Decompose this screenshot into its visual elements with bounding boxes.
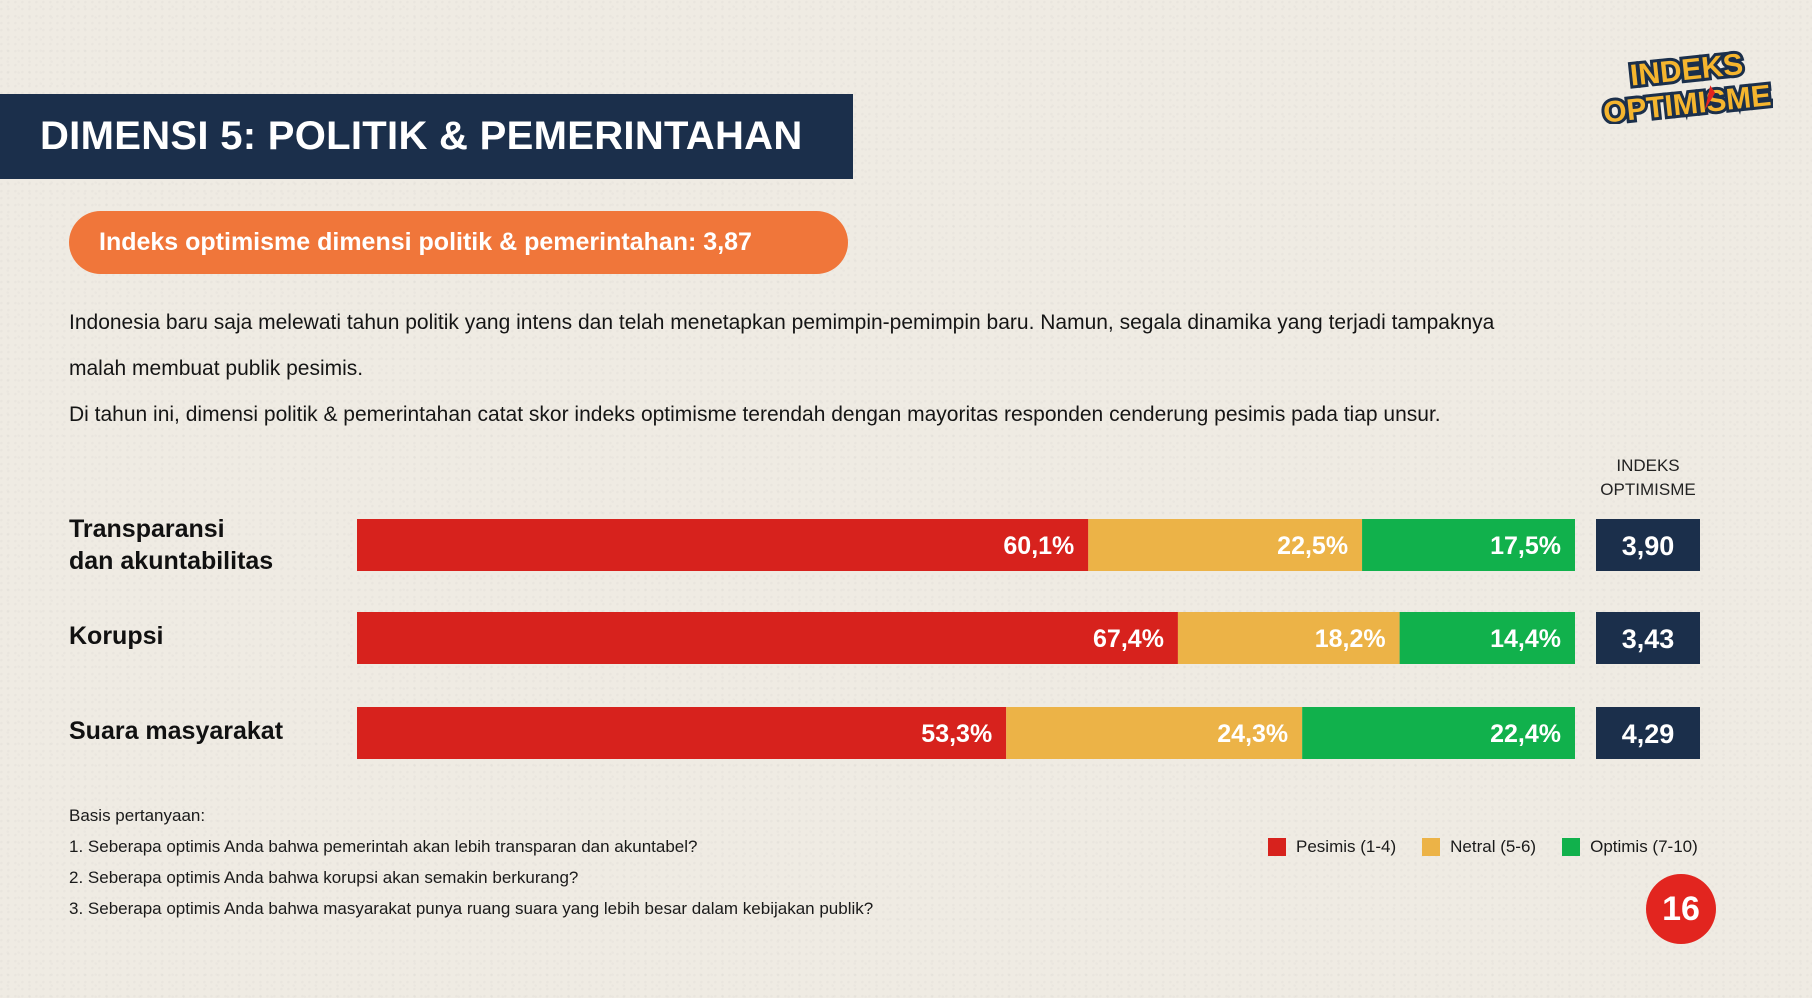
category-label-1: Transparansi dan akuntabilitas	[69, 513, 349, 577]
logo-flame-accent	[1704, 85, 1716, 111]
legend-label-netral: Netral (5-6)	[1450, 837, 1537, 856]
basis-item-3: 3. Seberapa optimis Anda bahwa masyaraka…	[69, 899, 874, 918]
category-label-2: Korupsi	[69, 620, 349, 652]
legend-swatch-netral	[1422, 838, 1441, 856]
bar-optimis-1	[1362, 519, 1575, 571]
basis-item-1: 1. Seberapa optimis Anda bahwa pemerinta…	[69, 837, 698, 856]
page-number-badge: 16	[1646, 874, 1716, 944]
bar-label-pesimis-3: 53,3%	[921, 720, 992, 748]
legend-item-optimis: Optimis (7-10)	[1562, 837, 1698, 857]
category-label-1-line-2: dan akuntabilitas	[69, 547, 274, 575]
category-label-3-line-1: Suara masyarakat	[69, 717, 284, 745]
legend-label-pesimis: Pesimis (1-4)	[1296, 837, 1397, 856]
page-title: DIMENSI 5: POLITIK & PEMERINTAHAN	[40, 114, 803, 158]
question-basis: Basis pertanyaan: 1. Seberapa optimis An…	[69, 800, 873, 924]
indeks-optimisme-logo: INDEKS OPTIMISME	[1599, 45, 1773, 124]
index-value-2: 3,43	[1622, 624, 1675, 654]
legend-swatch-pesimis	[1268, 838, 1286, 856]
index-box-3	[1596, 707, 1700, 759]
basis-item-2: 2. Seberapa optimis Anda bahwa korupsi a…	[69, 868, 579, 887]
bar-pesimis-3	[357, 707, 1007, 759]
chart-legend: Pesimis (1-4) Netral (5-6) Optimis (7-10…	[1268, 837, 1698, 857]
index-box-2	[1596, 612, 1700, 664]
legend-item-netral: Netral (5-6)	[1422, 837, 1536, 857]
bar-label-netral-1: 22,5%	[1277, 532, 1348, 560]
basis-title: Basis pertanyaan:	[69, 806, 206, 825]
index-value-3: 4,29	[1622, 719, 1675, 749]
bar-label-netral-2: 18,2%	[1315, 625, 1386, 653]
bar-label-optimis-1: 17,5%	[1490, 532, 1561, 560]
bar-optimis-2	[1399, 612, 1575, 664]
bar-netral-3	[1006, 707, 1303, 759]
category-label-3: Suara masyarakat	[69, 715, 349, 747]
legend-item-pesimis: Pesimis (1-4)	[1268, 837, 1396, 857]
index-box-1	[1596, 519, 1700, 571]
bar-pesimis-2	[357, 612, 1178, 664]
dimension-index-pill: Indeks optimisme dimensi politik & pemer…	[69, 211, 848, 274]
index-column-header: INDEKS OPTIMISME	[1580, 454, 1716, 502]
bar-label-netral-3: 24,3%	[1217, 720, 1288, 748]
bar-netral-1	[1088, 519, 1363, 571]
bar-optimis-3	[1302, 707, 1575, 759]
bar-label-optimis-3: 22,4%	[1490, 720, 1561, 748]
index-value-1: 3,90	[1622, 531, 1675, 561]
page-number: 16	[1662, 889, 1700, 928]
dimension-index-text: Indeks optimisme dimensi politik & pemer…	[99, 228, 752, 256]
intro-p1-line2: malah membuat publik pesimis.	[69, 357, 364, 380]
bar-netral-2	[1177, 612, 1400, 664]
bar-label-optimis-2: 14,4%	[1490, 625, 1561, 653]
intro-p1-line1: Indonesia baru saja melewati tahun polit…	[69, 311, 1495, 334]
intro-p2: Di tahun ini, dimensi politik & pemerint…	[69, 403, 1441, 426]
index-header-line2: OPTIMISME	[1600, 480, 1696, 499]
title-band: DIMENSI 5: POLITIK & PEMERINTAHAN	[0, 94, 853, 179]
bar-label-pesimis-1: 60,1%	[1003, 532, 1074, 560]
legend-swatch-optimis	[1562, 838, 1581, 856]
index-header-line1: INDEKS	[1616, 456, 1680, 475]
intro-text: Indonesia baru saja melewati tahun polit…	[69, 300, 1749, 438]
bar-pesimis-1	[357, 519, 1089, 571]
category-label-2-line-1: Korupsi	[69, 622, 164, 650]
legend-label-optimis: Optimis (7-10)	[1590, 837, 1698, 856]
bar-label-pesimis-2: 67,4%	[1093, 625, 1164, 653]
category-label-1-line-1: Transparansi	[69, 515, 225, 543]
